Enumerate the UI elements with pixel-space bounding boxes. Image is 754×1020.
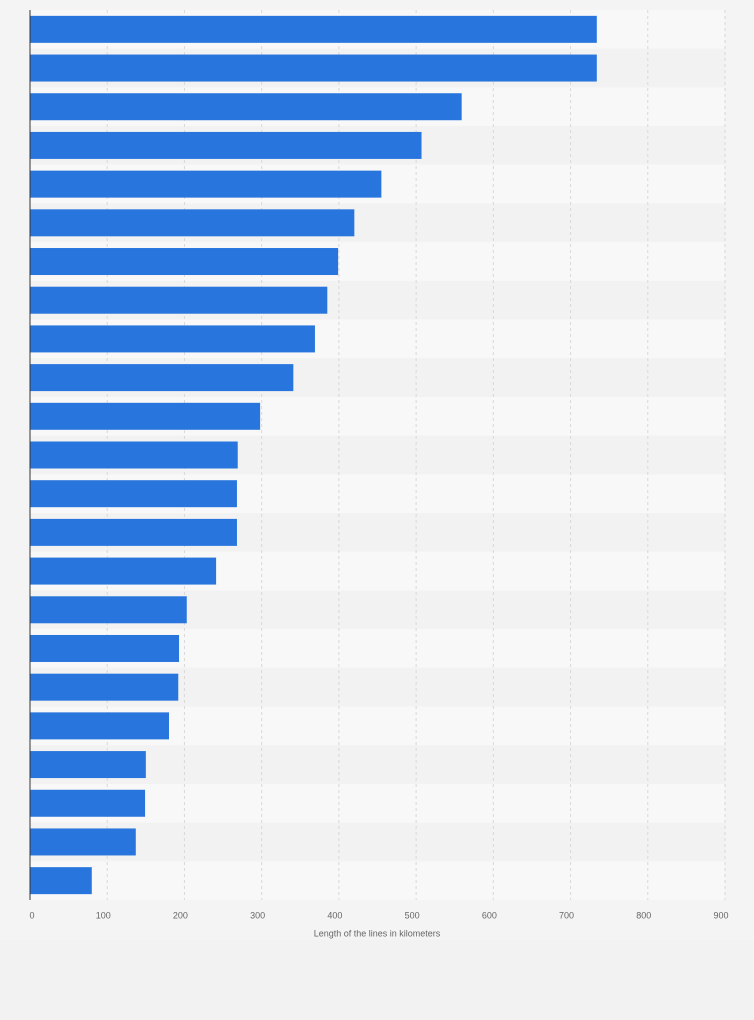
- x-axis-label: Length of the lines in kilometers: [314, 928, 441, 938]
- bar: [30, 789, 146, 817]
- x-tick-label: 900: [713, 910, 728, 920]
- bar: [30, 441, 238, 469]
- bar: [30, 54, 597, 82]
- row-band: [30, 861, 725, 900]
- x-tick-label: 300: [250, 910, 265, 920]
- bar: [30, 15, 597, 43]
- bar: [30, 402, 261, 430]
- bar: [30, 673, 179, 701]
- bar: [30, 557, 217, 585]
- x-tick-label: 100: [96, 910, 111, 920]
- bar: [30, 480, 237, 508]
- row-band: [30, 822, 725, 862]
- bar: [30, 751, 146, 779]
- x-tick-label: 400: [327, 910, 342, 920]
- bar: [30, 596, 187, 624]
- bar: [30, 286, 328, 314]
- bar: [30, 712, 169, 740]
- x-tick-label: 600: [482, 910, 497, 920]
- bar: [30, 518, 237, 546]
- bar: [30, 634, 180, 662]
- bar: [30, 209, 355, 237]
- bar: [30, 867, 92, 895]
- bar: [30, 828, 136, 856]
- x-tick-label: 700: [559, 910, 574, 920]
- bar: [30, 170, 382, 198]
- x-tick-label: 200: [173, 910, 188, 920]
- x-tick-label: 0: [29, 910, 34, 920]
- bar: [30, 325, 315, 353]
- bar: [30, 93, 462, 121]
- row-band: [30, 783, 725, 823]
- x-tick-label: 500: [405, 910, 420, 920]
- bar: [30, 364, 294, 392]
- x-tick-label: 800: [636, 910, 651, 920]
- bar: [30, 131, 422, 159]
- footer-background: [0, 940, 754, 1020]
- bar: [30, 248, 339, 276]
